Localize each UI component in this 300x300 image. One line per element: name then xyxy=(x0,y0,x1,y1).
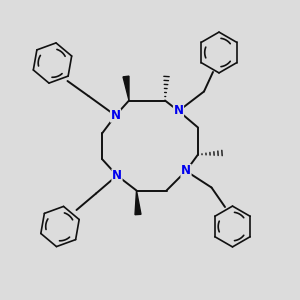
Text: N: N xyxy=(181,164,191,178)
Polygon shape xyxy=(135,190,141,215)
Text: N: N xyxy=(110,109,121,122)
Text: N: N xyxy=(112,169,122,182)
Text: N: N xyxy=(173,104,184,118)
Polygon shape xyxy=(123,76,129,100)
